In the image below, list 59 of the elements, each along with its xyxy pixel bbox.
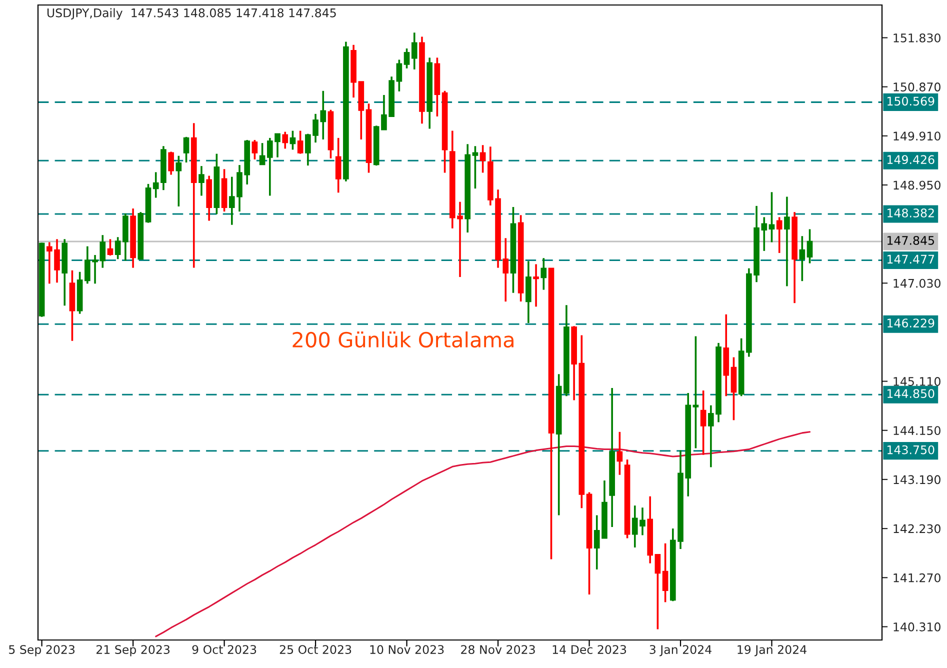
ref-line-label: 144.850 bbox=[888, 389, 934, 398]
candlestick bbox=[799, 235, 806, 282]
candlestick bbox=[662, 542, 668, 604]
x-tick-label: 10 Nov 2023 bbox=[370, 645, 444, 654]
y-tick-label: 147.030 bbox=[894, 278, 940, 288]
ref-line-label: 146.229 bbox=[888, 318, 934, 328]
candlestick bbox=[168, 150, 174, 176]
y-tick-label: 150.870 bbox=[894, 82, 940, 92]
x-tick-label: 19 Jan 2024 bbox=[738, 645, 806, 656]
x-tick-label: 9 Oct 2023 bbox=[192, 645, 256, 654]
ref-line-label: 149.426 bbox=[888, 155, 934, 164]
ref-line-label: 150.569 bbox=[888, 96, 934, 106]
line-series bbox=[155, 431, 811, 638]
y-tick-label: 141.270 bbox=[894, 573, 940, 582]
ref-line-label: 147.845 bbox=[888, 236, 934, 245]
candlestick bbox=[290, 130, 296, 151]
candlestick bbox=[784, 196, 790, 288]
candlestick bbox=[700, 390, 706, 456]
y-tick-label: 142.230 bbox=[894, 524, 940, 534]
candlestick bbox=[259, 142, 266, 166]
candlestick bbox=[198, 165, 204, 197]
candlestick bbox=[480, 144, 486, 174]
candlestick bbox=[472, 145, 478, 190]
y-tick-label: 145.110 bbox=[894, 377, 940, 386]
y-tick-label: 140.310 bbox=[894, 622, 940, 632]
candlestick bbox=[411, 32, 418, 70]
candlestick bbox=[404, 48, 410, 70]
candlestick bbox=[297, 130, 304, 155]
candlestick bbox=[540, 257, 547, 291]
candlestick bbox=[768, 191, 775, 244]
candlestick bbox=[282, 130, 288, 150]
y-tick-label: 143.190 bbox=[894, 475, 940, 484]
ref-line-label: 143.750 bbox=[888, 445, 934, 454]
candlestick bbox=[616, 431, 623, 476]
candlestick bbox=[183, 136, 190, 164]
candlestick bbox=[776, 216, 782, 254]
y-tick-label: 151.830 bbox=[894, 33, 940, 42]
y-tick-label: 148.950 bbox=[894, 180, 940, 190]
candlestick bbox=[806, 228, 813, 264]
y-tick-label: 149.910 bbox=[894, 132, 940, 141]
chart-title: USDJPY,Daily 147.543 148.085 147.418 147.845 bbox=[47, 8, 336, 20]
candlestick bbox=[107, 238, 114, 256]
x-tick-label: 25 Oct 2023 bbox=[280, 645, 352, 654]
x-tick-label: 14 Dec 2023 bbox=[552, 645, 626, 654]
candlestick bbox=[396, 58, 402, 92]
candlestick bbox=[335, 137, 342, 194]
candlestick bbox=[252, 139, 258, 160]
x-tick-label: 21 Sep 2023 bbox=[96, 645, 170, 656]
candlestick bbox=[654, 554, 661, 630]
candlestick bbox=[176, 154, 182, 208]
ref-line-label: 148.382 bbox=[888, 208, 934, 218]
y-tick-label: 144.150 bbox=[894, 426, 940, 436]
ref-line-label: 147.477 bbox=[888, 254, 934, 264]
candlestick bbox=[533, 263, 539, 308]
x-tick-label: 28 Nov 2023 bbox=[461, 645, 535, 654]
candlestick bbox=[692, 335, 699, 450]
annotation: 200 Günlük Ortalama bbox=[292, 331, 514, 348]
x-tick-label: 5 Sep 2023 bbox=[9, 645, 75, 656]
x-tick-label: 3 Jan 2024 bbox=[650, 645, 712, 656]
